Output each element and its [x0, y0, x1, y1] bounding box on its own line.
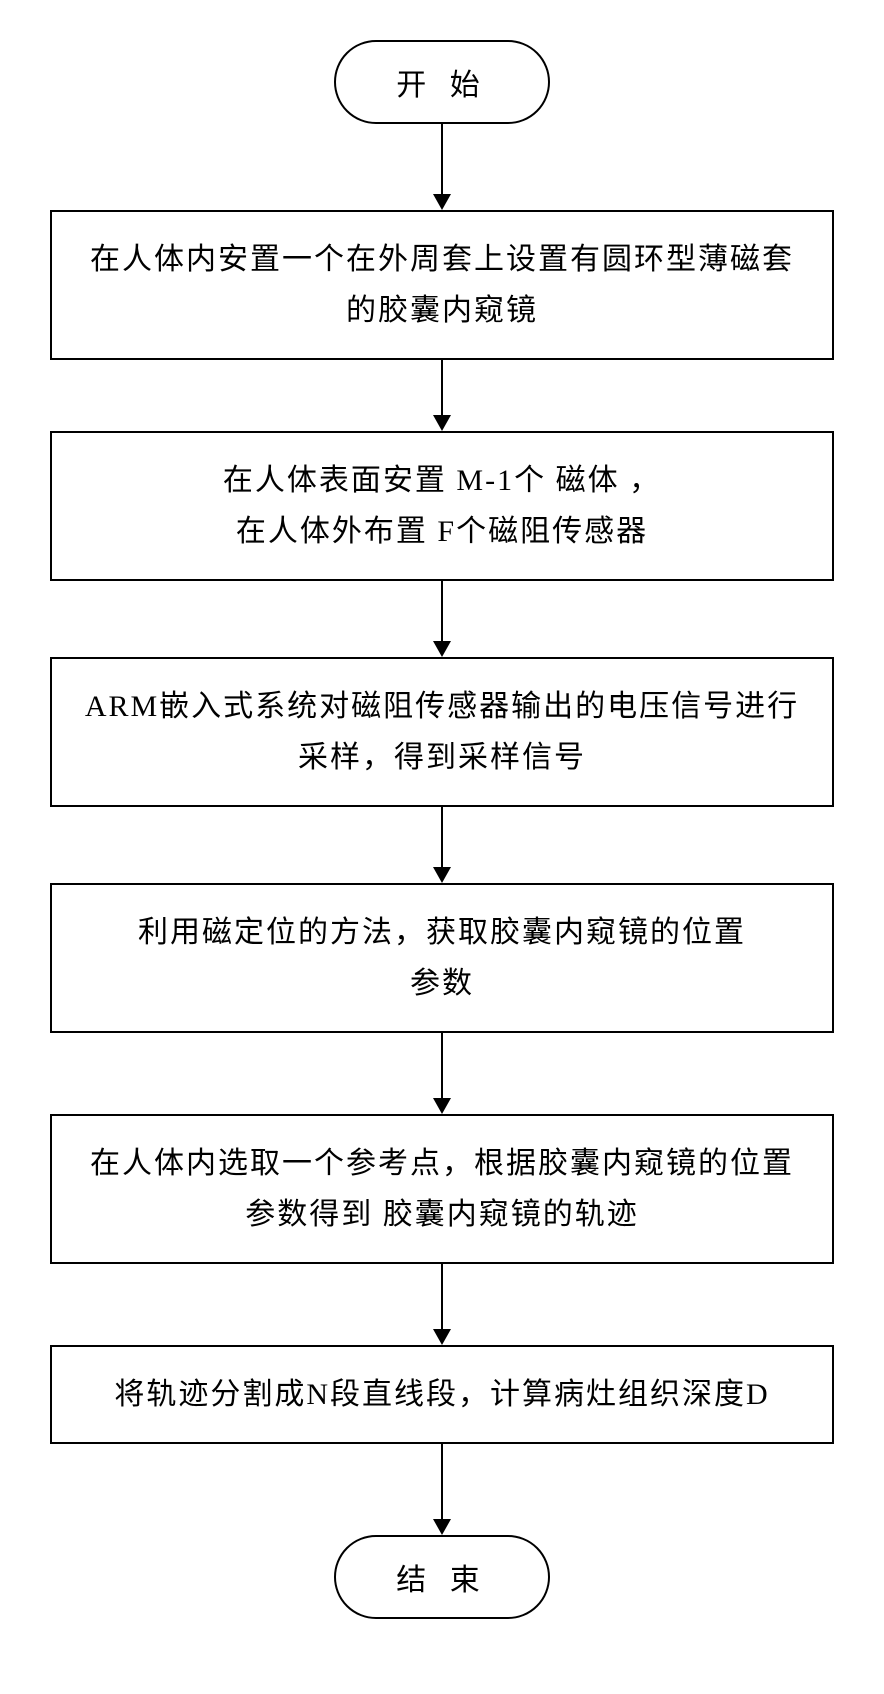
- process-step-2: ARM嵌入式系统对磁阻传感器输出的电压信号进行采样，得到采样信号: [50, 657, 834, 807]
- arrow-4: [433, 1033, 451, 1114]
- arrow-3: [433, 807, 451, 883]
- arrow-head: [433, 1098, 451, 1114]
- step-text: 在人体内安置一个在外周套上设置有圆环型薄磁套的胶囊内窥镜: [90, 243, 794, 327]
- process-step-4: 在人体内选取一个参考点，根据胶囊内窥镜的位置参数得到 胶囊内窥镜的轨迹: [50, 1114, 834, 1264]
- arrow-2: [433, 581, 451, 657]
- step-text: ARM嵌入式系统对磁阻传感器输出的电压信号进行采样，得到采样信号: [85, 690, 799, 774]
- arrow-line: [441, 1264, 443, 1329]
- start-terminal: 开 始: [334, 40, 550, 124]
- arrow-head: [433, 867, 451, 883]
- arrow-head: [433, 194, 451, 210]
- step-text-line2: 在人体外布置 F个磁阻传感器: [236, 515, 648, 548]
- arrow-line: [441, 807, 443, 867]
- process-step-1: 在人体表面安置 M-1个 磁体 ， 在人体外布置 F个磁阻传感器: [50, 431, 834, 581]
- process-step-5: 将轨迹分割成N段直线段，计算病灶组织深度D: [50, 1345, 834, 1444]
- arrow-head: [433, 1519, 451, 1535]
- step-text: 在人体内选取一个参考点，根据胶囊内窥镜的位置参数得到 胶囊内窥镜的轨迹: [90, 1147, 794, 1231]
- arrow-line: [441, 1444, 443, 1519]
- arrow-line: [441, 124, 443, 194]
- step-text-line1: 在人体表面安置 M-1个 磁体 ，: [223, 464, 661, 497]
- step-text-line2: 参数: [410, 967, 474, 1000]
- arrow-head: [433, 641, 451, 657]
- process-step-3: 利用磁定位的方法，获取胶囊内窥镜的位置 参数: [50, 883, 834, 1033]
- step-text-line1: 利用磁定位的方法，获取胶囊内窥镜的位置: [138, 916, 746, 949]
- step-text: 将轨迹分割成N段直线段，计算病灶组织深度D: [114, 1378, 769, 1411]
- end-label: 结 束: [396, 1564, 488, 1597]
- arrow-line: [441, 581, 443, 641]
- arrow-1: [433, 360, 451, 431]
- start-label: 开 始: [396, 69, 488, 102]
- arrow-0: [433, 124, 451, 210]
- arrow-6: [433, 1444, 451, 1535]
- end-terminal: 结 束: [334, 1535, 550, 1619]
- arrow-5: [433, 1264, 451, 1345]
- arrow-head: [433, 1329, 451, 1345]
- arrow-line: [441, 360, 443, 415]
- process-step-0: 在人体内安置一个在外周套上设置有圆环型薄磁套的胶囊内窥镜: [50, 210, 834, 360]
- arrow-head: [433, 415, 451, 431]
- arrow-line: [441, 1033, 443, 1098]
